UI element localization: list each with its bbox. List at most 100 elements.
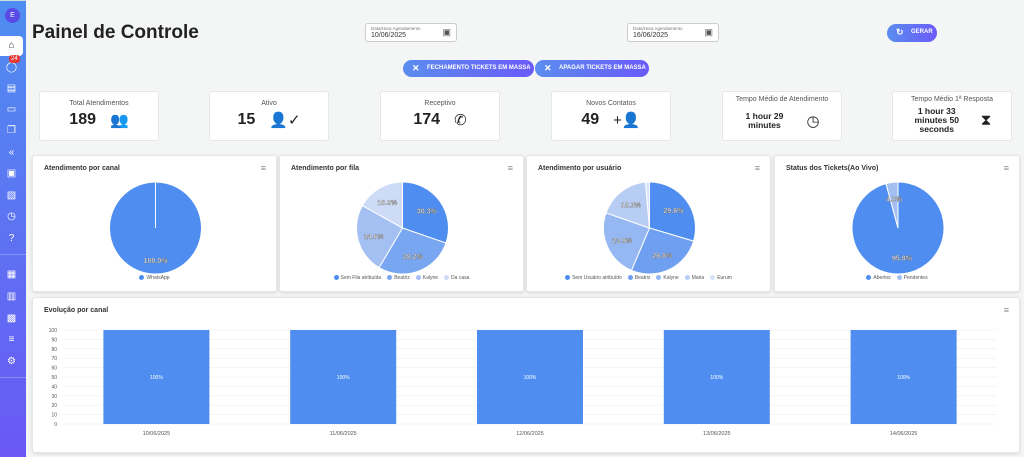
bar[interactable] xyxy=(663,330,770,424)
stat-card-novos-contatos: Novos Contatos 49 +👤 xyxy=(551,91,671,141)
queues-icon[interactable]: ≡ xyxy=(8,334,15,345)
date-value: 16/06/2025 xyxy=(633,32,669,39)
pie-slice[interactable] xyxy=(402,181,449,244)
bar[interactable] xyxy=(850,330,957,424)
legend-item[interactable]: Abertos xyxy=(866,275,891,281)
bar-label: 100% xyxy=(337,375,350,381)
legend-item[interactable]: Pendentes xyxy=(896,275,928,281)
tags-icon[interactable]: ▧ xyxy=(6,190,17,201)
settings-icon[interactable]: ⚙ xyxy=(7,356,16,367)
y-tick-label: 20 xyxy=(51,403,57,409)
pie-slice[interactable] xyxy=(644,181,650,229)
pie-chart: 100.0% xyxy=(108,181,202,275)
phone-callback-icon: ✆ xyxy=(454,112,467,129)
help-icon[interactable]: ? xyxy=(8,233,15,244)
legend-marker xyxy=(656,275,662,281)
y-tick-label: 10 xyxy=(51,413,57,419)
legend-item[interactable]: WhatsApp xyxy=(139,275,170,281)
contacts-icon[interactable]: ▤ xyxy=(6,83,17,94)
legend-marker xyxy=(387,275,393,281)
menu-icon[interactable]: ≡ xyxy=(260,163,266,173)
home-icon[interactable]: ⌂ xyxy=(0,36,23,56)
legend-item[interactable]: Da casa xyxy=(444,275,469,281)
pie-slice[interactable] xyxy=(630,227,695,275)
slice-label: 18.3% xyxy=(621,202,642,209)
slice-label: 26.8% xyxy=(652,253,673,260)
calendar-icon[interactable]: ▣ xyxy=(704,27,713,37)
chats-icon[interactable]: ❐ xyxy=(7,125,16,136)
user-avatar[interactable]: E xyxy=(5,8,20,23)
stat-card-receptivo: Receptivo 174 ✆ xyxy=(380,91,500,141)
generate-button[interactable]: ↻ GERAR xyxy=(887,24,937,42)
legend-item[interactable]: Sem Usuário atribuído xyxy=(565,275,622,281)
slice-label: 28.2% xyxy=(403,254,424,261)
bar[interactable] xyxy=(103,330,210,424)
slice-label: 29.6% xyxy=(664,208,685,215)
legend-item[interactable]: Kalyne xyxy=(656,275,679,281)
quick-replies-icon[interactable]: « xyxy=(8,147,15,158)
refresh-icon: ↻ xyxy=(896,27,904,37)
bar[interactable] xyxy=(477,330,583,424)
menu-icon[interactable]: ≡ xyxy=(1003,163,1009,173)
chart-card-canal: Atendimento por canal ≡ 100.0% WhatsApp xyxy=(32,155,277,292)
legend-marker xyxy=(565,275,571,281)
reports-icon[interactable]: ▥ xyxy=(6,291,17,302)
chart-title: Atendimento por fila xyxy=(291,165,360,172)
slice-label: 16.9% xyxy=(377,200,398,207)
date-to-input[interactable]: Data/Hora Agendamento 16/06/2025 ▣ xyxy=(627,23,719,42)
chart-title: Atendimento por usuário xyxy=(538,165,622,172)
legend-marker xyxy=(710,275,716,281)
legend-marker xyxy=(896,275,902,281)
pie-slice[interactable] xyxy=(885,181,899,229)
calendar-icon[interactable]: ▣ xyxy=(442,27,451,37)
legend-marker xyxy=(333,275,339,281)
stat-value: 174 xyxy=(413,111,441,128)
y-tick-label: 30 xyxy=(51,394,57,400)
close-mass-label: FECHAMENTO TICKETS EM MASSA xyxy=(427,65,531,71)
legend-item[interactable]: Maria xyxy=(684,275,704,281)
delete-mass-tickets-button[interactable]: ✕ APAGAR TICKETS EM MASSA xyxy=(535,60,649,77)
sidebar: E ⌂ ◯ 24 ▤ ▭ ❐ « ▣ ▧ ◷ ? ▦ ▥ ▩ ≡ ⚙ xyxy=(0,0,26,457)
pie-chart: 29.6% 26.8% 23.9% 18.3% xyxy=(603,181,696,275)
legend-item[interactable]: Beatriz xyxy=(387,275,410,281)
whatsapp-icon[interactable]: ◯ 24 xyxy=(5,55,20,73)
pie-slice[interactable] xyxy=(356,204,404,269)
clock-icon: ◷ xyxy=(806,113,820,130)
stat-label: Total Atendimentos xyxy=(69,100,129,107)
pie-slice[interactable] xyxy=(605,181,651,229)
legend-marker xyxy=(866,275,872,281)
schedule-icon[interactable]: ▣ xyxy=(6,168,17,179)
legend-item[interactable]: Sem Fila atribuída xyxy=(333,275,381,281)
y-tick-label: 0 xyxy=(54,422,57,428)
x-tick-label: 12/06/2025 xyxy=(516,431,544,437)
close-mass-tickets-button[interactable]: ✕ FECHAMENTO TICKETS EM MASSA xyxy=(403,60,534,77)
page-title: Painel de Controle xyxy=(32,22,199,43)
menu-icon[interactable]: ≡ xyxy=(1003,305,1009,315)
legend-item[interactable]: Eurum xyxy=(710,275,732,281)
chart-legend: Sem Fila atribuída Beatriz Kalyne Da casa xyxy=(280,275,523,281)
x-tick-label: 13/06/2025 xyxy=(703,431,731,437)
pie-chart: 30.3% 28.2% 24.6% 16.9% xyxy=(356,181,449,275)
pie-slice[interactable] xyxy=(361,181,403,229)
panel-icon[interactable]: ▭ xyxy=(6,104,17,115)
menu-icon[interactable]: ≡ xyxy=(507,163,513,173)
bar-chart: 0 10 20 30 40 50 60 70 80 90 100 100% 10/06/2025 100%… xyxy=(49,328,997,437)
pie-slice[interactable] xyxy=(649,181,696,242)
clock-icon[interactable]: ◷ xyxy=(7,211,16,222)
bar[interactable] xyxy=(290,330,397,424)
stat-label: Receptivo xyxy=(424,100,456,107)
slice-label: 24.6% xyxy=(364,234,385,241)
finance-icon[interactable]: ▩ xyxy=(6,313,17,324)
date-from-input[interactable]: Data/Hora Agendamento 10/06/2025 ▣ xyxy=(365,23,457,42)
legend-item[interactable]: Beatriz xyxy=(627,275,650,281)
group-icon: 👥 xyxy=(110,112,129,129)
legend-item[interactable]: Kalyne xyxy=(415,275,438,281)
kanban-icon[interactable]: ▦ xyxy=(6,269,17,280)
pie-slice[interactable] xyxy=(603,212,651,271)
stat-card-primeira-resposta: Tempo Médio 1ª Resposta 1 hour 33 minutes… xyxy=(892,91,1012,141)
menu-icon[interactable]: ≡ xyxy=(754,163,760,173)
chart-title: Evolução por canal xyxy=(44,307,109,314)
y-tick-label: 50 xyxy=(51,375,57,381)
y-tick-label: 80 xyxy=(51,347,57,353)
stat-label: Tempo Médio 1ª Resposta xyxy=(911,96,993,103)
